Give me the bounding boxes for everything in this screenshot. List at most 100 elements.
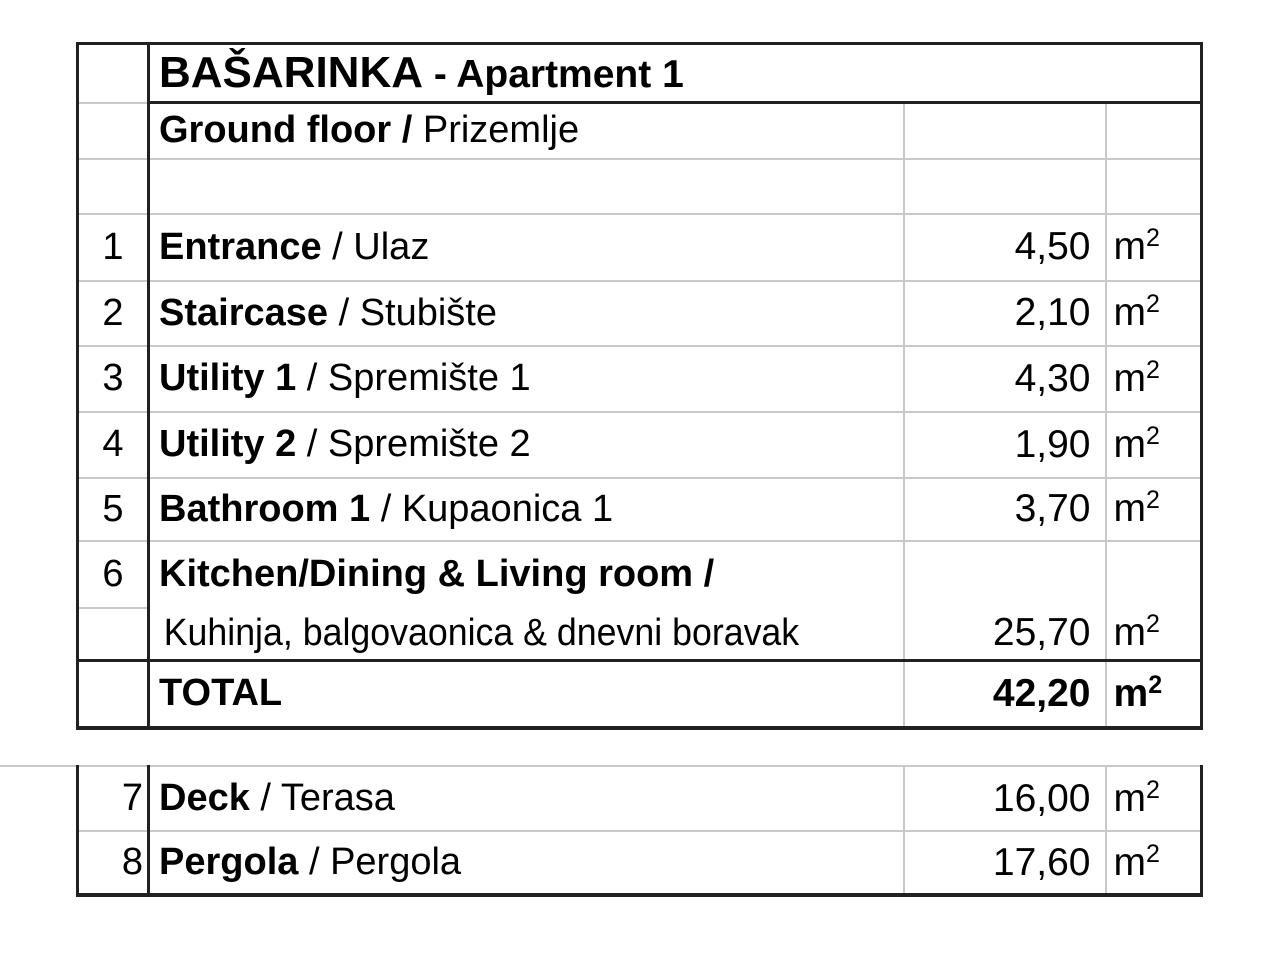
row-number-cell xyxy=(76,101,150,160)
unit-exponent: 2 xyxy=(1146,775,1160,804)
room-name-en: Utility 2 xyxy=(159,423,297,465)
unit-exponent: 2 xyxy=(1146,355,1160,384)
room-name-hr: / Spremište 1 xyxy=(296,357,531,399)
unit-cell: m2 xyxy=(1104,765,1203,832)
subtitle-row: Ground floor / Prizemlje xyxy=(76,101,1203,160)
unit-exponent: 2 xyxy=(1146,421,1160,450)
room-name-hr: / Spremište 2 xyxy=(296,423,531,465)
subtitle-rest: Prizemlje xyxy=(412,109,580,152)
unit-exponent: 2 xyxy=(1146,839,1160,868)
room-name-en: Kitchen/Dining & Living room / xyxy=(159,553,715,595)
total-row: TOTAL 42,20 m2 xyxy=(76,659,1203,730)
room-name-cell: Utility 2 / Spremište 2 xyxy=(147,410,905,479)
area-value-cell: 2,10 xyxy=(902,279,1107,347)
room-name-hr: / Ulaz xyxy=(321,225,430,268)
room-name-en: Bathroom 1 xyxy=(159,487,371,530)
empty-row xyxy=(76,157,1203,215)
area-value-cell xyxy=(902,539,1107,608)
unit-base: m xyxy=(1113,776,1147,820)
unit-exponent: 2 xyxy=(1146,610,1160,639)
area-value-cell xyxy=(902,101,1107,160)
table-row: 4 Utility 2 / Spremište 2 1,90 m2 xyxy=(76,410,1203,479)
row-number-cell xyxy=(76,157,150,215)
title-main: BAŠARINKA xyxy=(159,48,423,97)
row-number-cell: 5 xyxy=(76,476,150,542)
room-name-hr: / Kupaonica 1 xyxy=(370,487,614,530)
room-name-en: Staircase xyxy=(159,291,329,334)
unit-cell: m2 xyxy=(1104,344,1203,413)
row-number-cell xyxy=(76,659,150,730)
row-number-cell: 6 xyxy=(76,539,150,609)
unit-exponent: 2 xyxy=(1146,486,1160,514)
row-number-cell: 8 xyxy=(76,830,150,897)
area-value-cell: 17,60 xyxy=(902,830,1107,897)
room-name-hr: Kuhinja, balgovaonica & dnevni boravak xyxy=(163,611,800,654)
room-name-cell: Entrance / Ulaz xyxy=(147,212,905,282)
unit-cell: m2 xyxy=(1104,659,1203,730)
table-row: 1 Entrance / Ulaz 4,50 m2 xyxy=(76,212,1203,282)
room-name-hr: / Pergola xyxy=(298,841,462,883)
unit-cell: m2 xyxy=(1104,279,1203,347)
unit-base: m xyxy=(1113,356,1147,400)
area-value-cell: 3,70 xyxy=(902,476,1107,542)
unit-cell: m2 xyxy=(1104,830,1203,897)
room-name-cell: Utility 1 / Spremište 1 xyxy=(147,344,905,413)
table-row: 8 Pergola / Pergola 17,60 m2 xyxy=(76,830,1203,897)
unit-base: m xyxy=(1113,422,1147,466)
row-number-cell xyxy=(76,42,150,104)
title-row: BAŠARINKA - Apartment 1 xyxy=(76,42,1203,104)
room-name-cell: Deck / Terasa xyxy=(147,765,905,832)
area-value-cell: 1,90 xyxy=(902,410,1107,479)
total-label-cell: TOTAL xyxy=(147,659,905,730)
table-row: 7 Deck / Terasa 16,00 m2 xyxy=(76,765,1203,832)
unit-base: m xyxy=(1113,671,1149,715)
room-name-en: Utility 1 xyxy=(159,357,297,399)
table-row: 2 Staircase / Stubište 2,10 m2 xyxy=(76,279,1203,347)
area-value-cell: 4,30 xyxy=(902,344,1107,413)
table-row: 5 Bathroom 1 / Kupaonica 1 3,70 m2 xyxy=(76,476,1203,542)
row-number-cell: 3 xyxy=(76,344,150,413)
room-name-hr: / Terasa xyxy=(249,777,395,819)
area-table-outdoor: 7 Deck / Terasa 16,00 m2 8 Pergola / Per… xyxy=(76,765,1203,897)
table-row-kitchen-line1: 6 Kitchen/Dining & Living room / xyxy=(76,539,1203,609)
unit-cell xyxy=(1104,539,1203,608)
unit-exponent: 2 xyxy=(1148,670,1163,699)
row-number-cell: 7 xyxy=(76,765,150,832)
unit-base: m xyxy=(1113,487,1147,530)
floor-subtitle-cell: Ground floor / Prizemlje xyxy=(147,101,905,160)
room-name-en: Deck xyxy=(159,777,250,819)
unit-cell: m2 xyxy=(1104,410,1203,479)
row-number-cell xyxy=(76,606,150,662)
room-name-hr: / Stubište xyxy=(328,291,497,334)
area-value-cell: 4,50 xyxy=(902,212,1107,282)
room-name-cell: Staircase / Stubište xyxy=(147,279,905,347)
row-number-cell: 1 xyxy=(76,212,150,282)
title-sub: - Apartment 1 xyxy=(423,53,684,96)
unit-cell: m2 xyxy=(1104,606,1203,662)
row-number-cell: 2 xyxy=(76,279,150,347)
unit-cell: m2 xyxy=(1104,476,1203,542)
area-value-cell: 25,70 xyxy=(902,606,1107,662)
table-row-kitchen-line2: Kuhinja, balgovaonica & dnevni boravak 2… xyxy=(76,606,1203,662)
subtitle-bold: Ground floor / xyxy=(159,109,413,152)
unit-cell xyxy=(1104,157,1203,215)
room-name-cell: Bathroom 1 / Kupaonica 1 xyxy=(147,476,905,542)
area-table-ground-floor: BAŠARINKA - Apartment 1 Ground floor / P… xyxy=(76,42,1203,730)
area-value-cell: 16,00 xyxy=(902,765,1107,832)
room-name-cell: Kuhinja, balgovaonica & dnevni boravak xyxy=(147,606,905,662)
area-value-cell xyxy=(902,157,1107,215)
table-row: 3 Utility 1 / Spremište 1 4,30 m2 xyxy=(76,344,1203,413)
unit-base: m xyxy=(1113,611,1147,655)
unit-exponent: 2 xyxy=(1146,290,1160,318)
unit-base: m xyxy=(1113,840,1147,884)
room-name-en: Pergola xyxy=(159,841,299,883)
unit-cell: m2 xyxy=(1104,212,1203,282)
table-title-cell: BAŠARINKA - Apartment 1 xyxy=(147,42,1203,104)
total-value-cell: 42,20 xyxy=(902,659,1107,730)
unit-exponent: 2 xyxy=(1146,224,1160,252)
room-name-cell: Pergola / Pergola xyxy=(147,830,905,897)
gridline-stub xyxy=(0,765,78,767)
unit-cell xyxy=(1104,101,1203,160)
room-name-en: Entrance xyxy=(159,225,322,268)
